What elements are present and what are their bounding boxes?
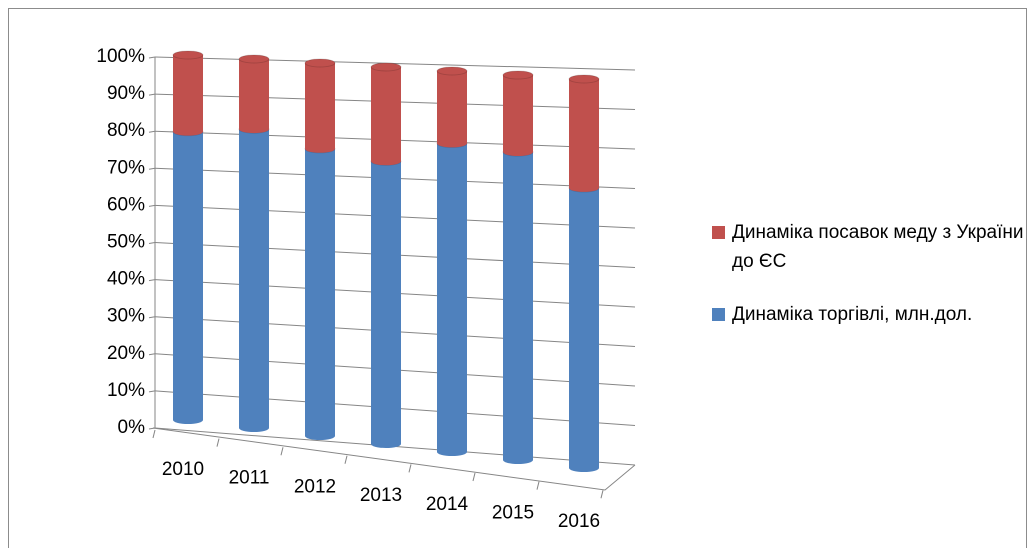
- y-tick: [148, 130, 156, 133]
- x-tick-label: 2014: [426, 494, 469, 515]
- y-tick: [148, 167, 156, 170]
- y-tick-label: 70%: [107, 157, 145, 178]
- y-tick: [148, 390, 156, 393]
- y-tick-label: 0%: [118, 417, 146, 438]
- x-tick: [600, 490, 604, 499]
- bar: [239, 129, 269, 433]
- bar-top: [568, 74, 600, 84]
- y-tick: [148, 242, 156, 244]
- x-tick-label: 2013: [360, 485, 402, 506]
- bar: [173, 131, 203, 424]
- x-tick: [280, 447, 284, 456]
- y-tick: [148, 93, 156, 96]
- y-tick-label: 10%: [107, 380, 145, 401]
- x-tick: [344, 455, 348, 464]
- x-tick-label: 2010: [162, 459, 204, 480]
- bar-top: [370, 62, 402, 72]
- x-tick: [472, 472, 476, 482]
- x-tick: [408, 464, 412, 473]
- chart-border: [8, 8, 1027, 548]
- bar: [371, 67, 401, 166]
- bar: [239, 59, 269, 134]
- x-tick: [216, 438, 220, 447]
- y-tick-label: 20%: [107, 343, 145, 364]
- bar: [437, 71, 467, 148]
- x-tick-label: 2011: [229, 468, 270, 489]
- y-tick-label: 100%: [96, 46, 145, 67]
- y-tick-label: 30%: [107, 306, 145, 327]
- y-tick: [148, 316, 156, 319]
- bar: [437, 143, 467, 456]
- legend-label: Динаміка посавок меду з України до ЄС: [732, 222, 1024, 272]
- legend-swatch: [712, 226, 725, 239]
- bar-top: [238, 54, 270, 64]
- x-tick-label: 2015: [492, 503, 534, 524]
- x-tick: [152, 429, 156, 439]
- y-tick-label: 40%: [107, 269, 145, 290]
- bar: [503, 152, 533, 464]
- legend-label: Динаміка торгівлі, млн.дол.: [732, 304, 973, 325]
- x-tick-label: 2012: [294, 476, 336, 497]
- bar: [503, 75, 533, 156]
- bar: [305, 63, 335, 153]
- y-tick: [148, 204, 156, 207]
- y-tick: [148, 353, 156, 356]
- y-tick: [148, 279, 156, 282]
- bar: [569, 187, 599, 473]
- bar-top: [172, 50, 204, 60]
- bar: [305, 148, 335, 441]
- legend-swatch: [712, 308, 725, 321]
- y-tick-label: 90%: [107, 83, 145, 104]
- bar: [173, 55, 203, 136]
- y-tick: [148, 56, 156, 59]
- y-tick-label: 50%: [107, 232, 145, 253]
- grid-line: [154, 56, 636, 71]
- y-tick-label: 80%: [107, 120, 145, 141]
- floor: [152, 427, 636, 491]
- bar-top: [502, 70, 534, 80]
- x-tick: [536, 481, 540, 490]
- bar: [371, 161, 401, 448]
- bar-top: [304, 58, 336, 68]
- bar: [569, 79, 599, 192]
- bar-top: [436, 66, 468, 76]
- y-tick-label: 60%: [107, 194, 145, 215]
- x-tick-label: 2016: [558, 511, 600, 532]
